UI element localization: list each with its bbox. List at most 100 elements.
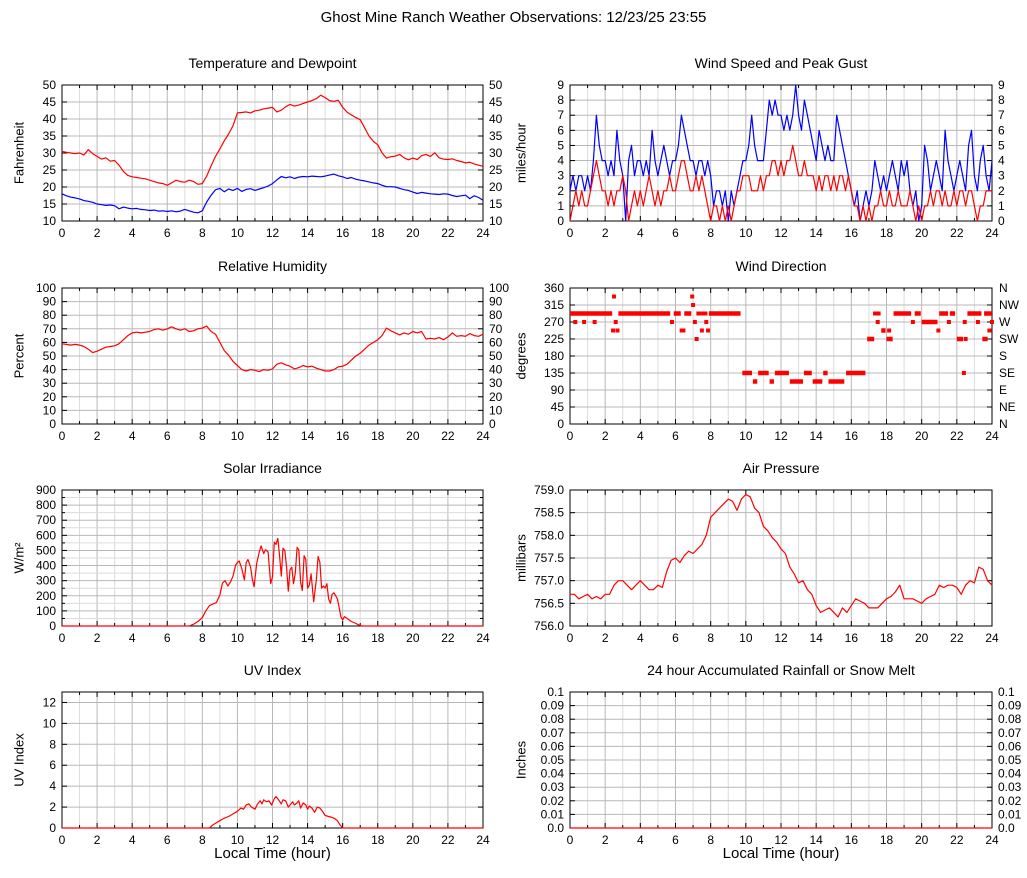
- svg-text:270: 270: [544, 315, 564, 329]
- svg-text:SE: SE: [999, 366, 1015, 380]
- svg-text:N: N: [999, 417, 1008, 431]
- svg-text:10: 10: [231, 226, 245, 240]
- svg-text:0.03: 0.03: [998, 780, 1022, 794]
- svg-text:25: 25: [489, 163, 503, 177]
- svg-text:0.0: 0.0: [998, 821, 1015, 835]
- svg-text:758.5: 758.5: [534, 506, 564, 520]
- svg-text:4: 4: [637, 429, 644, 443]
- svg-text:4: 4: [129, 631, 136, 645]
- svg-text:4: 4: [557, 154, 564, 168]
- svg-text:0.1: 0.1: [998, 685, 1015, 699]
- svg-text:8: 8: [707, 226, 714, 240]
- svg-text:W: W: [999, 315, 1011, 329]
- svg-text:0: 0: [59, 833, 66, 847]
- svg-text:24: 24: [476, 429, 490, 443]
- svg-text:0: 0: [49, 619, 56, 633]
- svg-text:0.04: 0.04: [998, 767, 1022, 781]
- svg-text:14: 14: [301, 631, 315, 645]
- svg-text:22: 22: [950, 631, 964, 645]
- svg-text:18: 18: [880, 429, 894, 443]
- svg-text:10: 10: [231, 833, 245, 847]
- svg-text:4: 4: [637, 833, 644, 847]
- svg-text:1: 1: [557, 199, 564, 213]
- chart-title: Solar Irradiance: [223, 460, 322, 476]
- svg-text:315: 315: [544, 298, 564, 312]
- svg-text:6: 6: [164, 429, 171, 443]
- svg-text:E: E: [999, 383, 1007, 397]
- svg-text:24: 24: [985, 429, 999, 443]
- svg-text:40: 40: [489, 363, 503, 377]
- chart-temperature-dewpoint: 0 2 4 6 8 10 12 14 16 18 20 22 24 10 15 20 25 30 35 40 45 50 1…: [0, 48, 513, 251]
- svg-text:10: 10: [43, 403, 57, 417]
- svg-text:300: 300: [36, 574, 56, 588]
- svg-text:40: 40: [43, 363, 57, 377]
- svg-text:0: 0: [489, 417, 496, 431]
- svg-text:200: 200: [36, 589, 56, 603]
- svg-text:16: 16: [845, 833, 859, 847]
- svg-text:8: 8: [49, 737, 56, 751]
- svg-text:12: 12: [266, 226, 280, 240]
- x-axis-label: Local Time (hour): [722, 845, 840, 862]
- svg-text:10: 10: [489, 214, 503, 228]
- chart-rainfall: 0 2 4 6 8 10 12 14 16 18 20 22 24 0.0 0.01 0.02 0.03 0.04…: [513, 655, 1027, 878]
- rainfall-plot: 0 2 4 6 8 10 12 14 16 18 20 22 240.00.010.020.030.04…: [541, 685, 1022, 847]
- svg-text:15: 15: [43, 197, 57, 211]
- svg-text:50: 50: [489, 78, 503, 92]
- svg-text:5: 5: [557, 138, 564, 152]
- svg-text:14: 14: [809, 226, 823, 240]
- chart-wind-direction: 0 2 4 6 8 10 12 14 16 18 20 22 24 0 45 90 135 180 225 270 31…: [513, 251, 1027, 454]
- svg-text:S: S: [999, 349, 1007, 363]
- svg-text:757.5: 757.5: [534, 551, 564, 565]
- svg-text:9: 9: [998, 78, 1005, 92]
- svg-text:6: 6: [672, 833, 679, 847]
- svg-text:0.06: 0.06: [541, 739, 565, 753]
- svg-text:180: 180: [544, 349, 564, 363]
- svg-text:2: 2: [94, 631, 101, 645]
- svg-text:45: 45: [489, 95, 503, 109]
- svg-text:0: 0: [567, 833, 574, 847]
- svg-text:0: 0: [59, 429, 66, 443]
- svg-text:4: 4: [637, 226, 644, 240]
- svg-text:16: 16: [336, 631, 350, 645]
- svg-text:90: 90: [43, 295, 57, 309]
- chart-uv-index: 0 2 4 6 8 10 12 14 16 18 20 22 24 0 2 4 6 8 10 12 UV Index …: [0, 655, 513, 878]
- svg-text:4: 4: [129, 429, 136, 443]
- svg-text:14: 14: [809, 833, 823, 847]
- svg-text:3: 3: [998, 169, 1005, 183]
- svg-text:135: 135: [544, 366, 564, 380]
- svg-text:20: 20: [915, 833, 929, 847]
- svg-text:20: 20: [406, 226, 420, 240]
- svg-text:12: 12: [774, 429, 788, 443]
- svg-text:40: 40: [43, 112, 57, 126]
- chart-title: Wind Speed and Peak Gust: [694, 55, 868, 71]
- svg-text:2: 2: [94, 226, 101, 240]
- svg-text:0.06: 0.06: [998, 739, 1022, 753]
- air-pressure-plot: 0 2 4 6 8 10 12 14 16 18 20 22 24756.0756.5757.0757.…: [534, 483, 999, 645]
- svg-text:100: 100: [36, 604, 56, 618]
- svg-text:20: 20: [406, 631, 420, 645]
- wind-speed-gust-plot: 0 2 4 6 8 10 12 14 16 18 20 22 240123456789012345678…: [557, 78, 1005, 240]
- y-axis-label: Fahrenheit: [11, 121, 27, 185]
- svg-text:24: 24: [476, 833, 490, 847]
- svg-text:90: 90: [489, 295, 503, 309]
- svg-text:10: 10: [231, 429, 245, 443]
- svg-text:6: 6: [557, 123, 564, 137]
- chart-air-pressure: 0 2 4 6 8 10 12 14 16 18 20 22 24 756.0 756.5 757.0 757.…: [513, 453, 1027, 656]
- svg-text:16: 16: [336, 833, 350, 847]
- svg-text:7: 7: [557, 108, 564, 122]
- y-axis-label: degrees: [513, 332, 529, 380]
- svg-text:8: 8: [199, 833, 206, 847]
- svg-text:4: 4: [129, 833, 136, 847]
- svg-text:0: 0: [59, 226, 66, 240]
- svg-text:18: 18: [880, 631, 894, 645]
- svg-text:14: 14: [809, 429, 823, 443]
- solar-irradiance-plot: 0 2 4 6 8 10 12 14 16 18 20 22 240100200300400500600…: [36, 483, 490, 645]
- svg-text:0.0: 0.0: [547, 821, 564, 835]
- svg-text:30: 30: [489, 376, 503, 390]
- svg-text:20: 20: [43, 390, 57, 404]
- y-axis-label: millibars: [513, 534, 529, 582]
- svg-text:80: 80: [489, 308, 503, 322]
- svg-text:0: 0: [567, 429, 574, 443]
- svg-text:2: 2: [49, 800, 56, 814]
- y-axis-label: Percent: [11, 333, 27, 379]
